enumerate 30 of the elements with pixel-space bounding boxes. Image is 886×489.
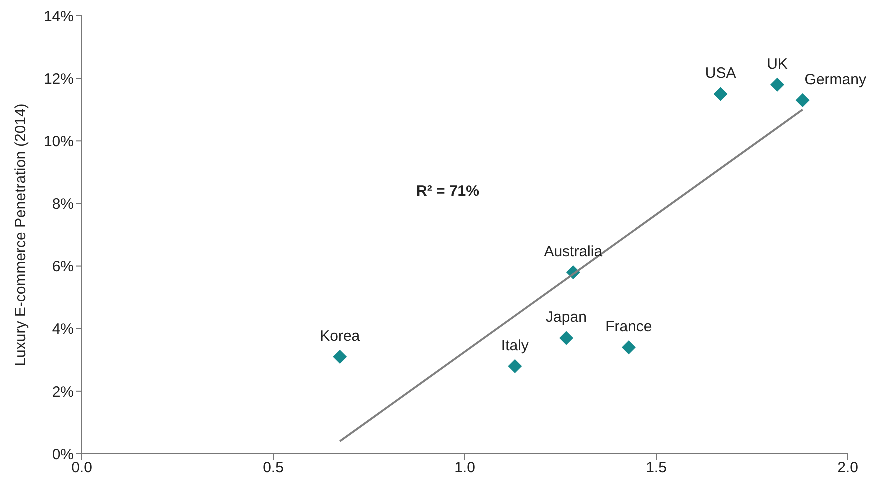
x-tick-label: 0.5 xyxy=(263,460,284,477)
x-tick-label: 2.0 xyxy=(838,460,858,477)
y-tick-label: 4% xyxy=(52,321,74,338)
annotation: UK xyxy=(767,56,788,73)
annotation: Germany xyxy=(804,71,867,88)
point xyxy=(770,78,785,92)
point xyxy=(796,93,810,108)
x-tick-label: 1.0 xyxy=(454,460,476,477)
point xyxy=(559,331,574,346)
y-tick-label: 6% xyxy=(52,258,74,276)
annotation: R² = 71% xyxy=(416,183,480,200)
y-tick-label: 8% xyxy=(52,196,74,214)
y-tick-label: 2% xyxy=(52,384,74,401)
annotation: Japan xyxy=(546,309,587,326)
y-axis-title: Luxury E-commerce Penetration (2014) xyxy=(12,104,30,366)
x-tick-label: 0.0 xyxy=(72,460,92,477)
x-tick-label: 1.5 xyxy=(646,460,667,477)
y-tick-label: 14% xyxy=(44,8,74,26)
annotation: France xyxy=(606,318,652,336)
point xyxy=(333,350,348,364)
y-tick-label: 12% xyxy=(44,70,74,88)
y-tick-label: 10% xyxy=(44,133,74,150)
y-tick-label: 0% xyxy=(52,446,74,464)
point xyxy=(508,359,522,374)
point xyxy=(622,340,636,355)
annotation: Italy xyxy=(501,337,530,354)
annotation: Korea xyxy=(320,328,361,346)
annotation: USA xyxy=(705,65,736,82)
annotation: Australia xyxy=(544,244,604,261)
point xyxy=(714,87,728,102)
